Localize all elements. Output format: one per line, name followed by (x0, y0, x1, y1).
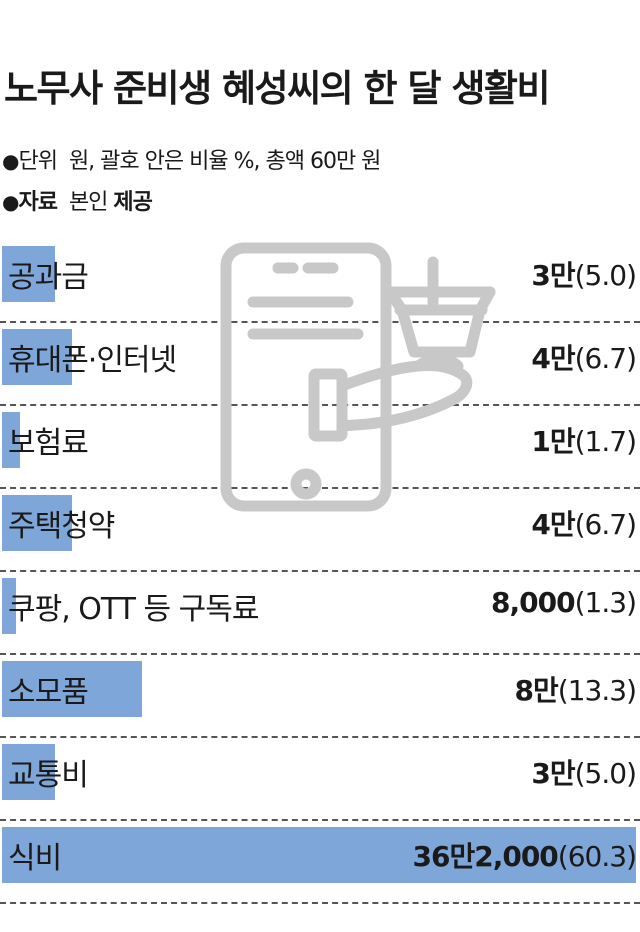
bar-chart: 공과금 3만(5.0) 휴대폰·인터넷 4만(6.7) 보험료 1만(1.7) 주택청약 4만… (0, 240, 640, 904)
bar (2, 495, 73, 551)
category-label: 공과금 (8, 260, 89, 295)
amount-label: 8만 (514, 674, 559, 707)
percent-label: (5.0) (574, 259, 637, 292)
category-label: 소모품 (8, 675, 89, 710)
percent-label: (6.7) (574, 342, 637, 375)
percent-label: (1.7) (574, 425, 637, 458)
percent-label: (5.0) (574, 757, 637, 790)
percent-label: (60.3) (557, 840, 637, 873)
category-label: 휴대폰·인터넷 (8, 343, 177, 378)
value-label: 4만(6.7) (531, 337, 637, 377)
value-label: 1만(1.7) (531, 420, 637, 460)
bar-row: 주택청약 4만(6.7) (0, 489, 640, 572)
bar (2, 578, 16, 634)
chart-title: 노무사 준비생 혜성씨의 한 달 생활비 (4, 67, 551, 110)
category-label: 주택청약 (8, 509, 115, 544)
value-label: 3만(5.0) (531, 752, 637, 792)
amount-label: 3만 (531, 259, 575, 292)
source-suffix: 제공 (113, 190, 152, 215)
bullet-icon: ● (2, 190, 19, 214)
category-label: 교통비 (8, 758, 89, 793)
unit-label: 단위 (18, 149, 57, 174)
phone-hand-basket-icon (220, 242, 496, 512)
source-note: ●자료 본인 제공 (2, 184, 153, 216)
value-label: 36만2,000(60.3) (412, 835, 638, 875)
percent-label: (13.3) (557, 674, 637, 707)
amount-label: 4만 (531, 342, 575, 375)
bar (2, 827, 636, 883)
source-label: 자료 (18, 190, 57, 215)
bullet-icon: ● (2, 149, 19, 173)
category-label: 쿠팡, OTT 등 구독료 (8, 592, 259, 627)
bar (2, 744, 55, 800)
amount-label: 4만 (531, 508, 575, 541)
bar-row: 휴대폰·인터넷 4만(6.7) (0, 323, 640, 406)
value-label: 3만(5.0) (531, 254, 637, 294)
bar (2, 329, 73, 385)
amount-label: 36만2,000 (412, 840, 559, 873)
amount-label: 8,000 (491, 586, 576, 619)
percent-label: (6.7) (574, 508, 637, 541)
unit-note: ●단위 원, 괄호 안은 비율 %, 총액 60만 원 (2, 143, 381, 175)
bar (2, 246, 55, 302)
amount-label: 3만 (531, 757, 575, 790)
bar (2, 412, 20, 468)
source-text: 본인 (68, 190, 108, 215)
percent-label: (1.3) (574, 586, 637, 619)
bar-row: 쿠팡, OTT 등 구독료 8,000(1.3) (0, 572, 640, 655)
bar (2, 661, 142, 717)
unit-text: 원, 괄호 안은 비율 %, 총액 60만 원 (68, 149, 381, 174)
bar-row: 소모품 8만(13.3) (0, 655, 640, 738)
category-label: 보험료 (8, 426, 89, 461)
bar-row: 공과금 3만(5.0) (0, 240, 640, 323)
amount-label: 1만 (531, 425, 575, 458)
value-label: 4만(6.7) (531, 503, 637, 543)
bar-row: 교통비 3만(5.0) (0, 738, 640, 821)
value-label: 8,000(1.3) (491, 586, 637, 619)
category-label: 식비 (8, 841, 62, 876)
bar-row: 식비 36만2,000(60.3) (0, 821, 640, 904)
value-label: 8만(13.3) (514, 669, 637, 709)
